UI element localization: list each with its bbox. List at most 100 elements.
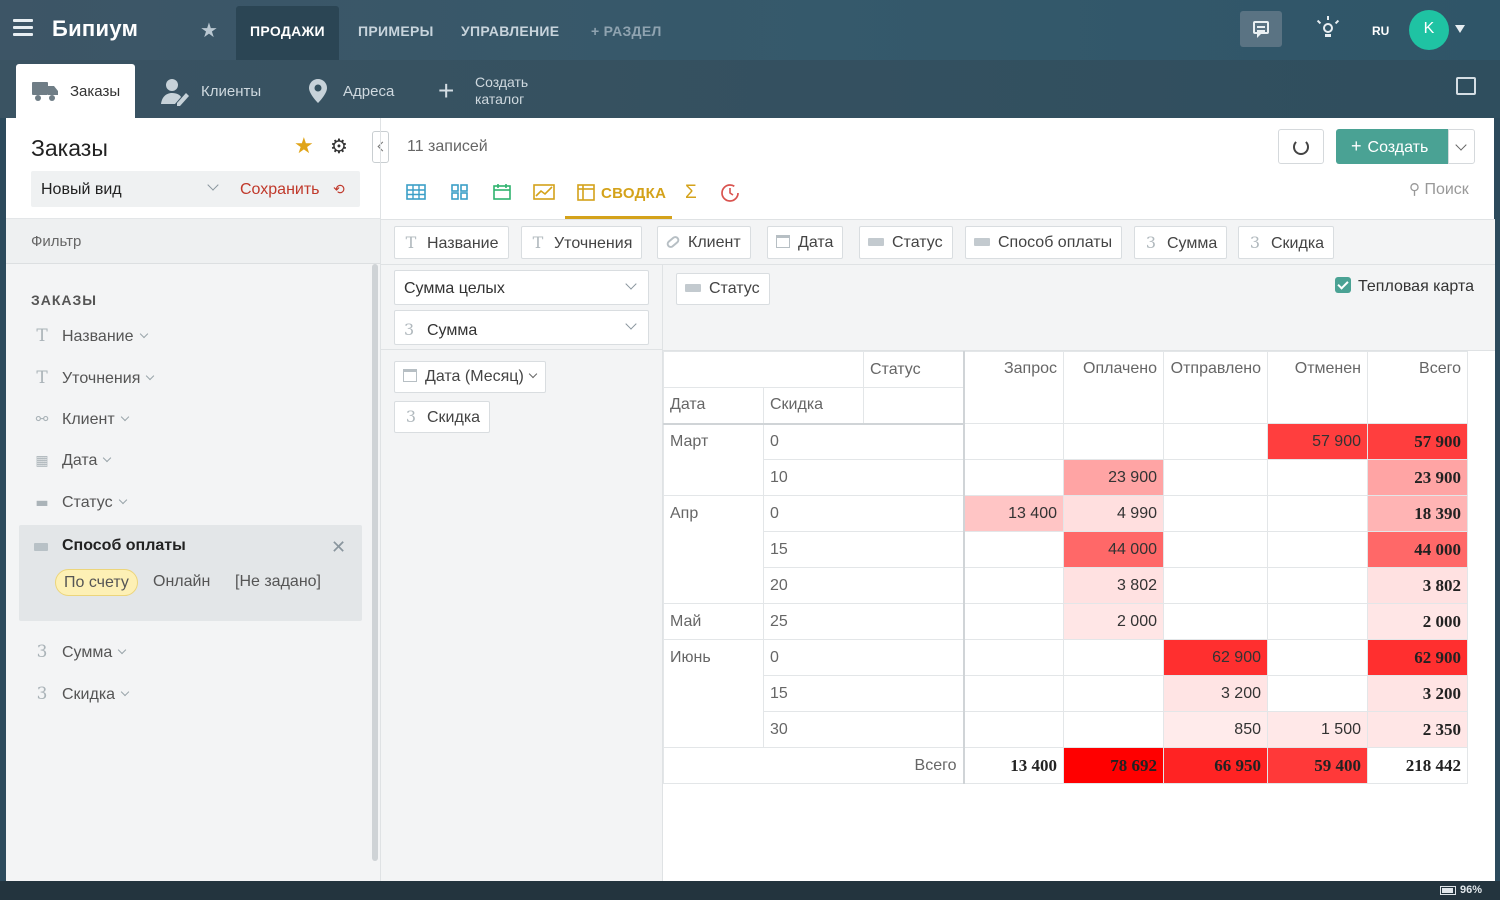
heatmap-checkbox[interactable]: Тепловая карта xyxy=(1335,277,1474,296)
filter-field-details[interactable]: T Уточнения xyxy=(31,368,155,390)
column-field-status[interactable]: Статус xyxy=(676,273,770,305)
column-header: Оплачено xyxy=(1063,351,1164,424)
chevron-down-icon[interactable] xyxy=(1455,25,1465,33)
field-chip-discount[interactable]: 3 Скидка xyxy=(1238,226,1335,259)
row-month-label xyxy=(663,711,764,748)
chevron-down-icon xyxy=(139,329,148,339)
chevron-down-icon[interactable] xyxy=(207,179,219,191)
app-logo[interactable]: Бипиум xyxy=(52,16,139,41)
catalog-tab-addresses[interactable]: Адреса xyxy=(296,64,414,118)
row-total-cell: 62 900 xyxy=(1367,639,1468,676)
row-field-label: Скидка xyxy=(427,409,481,426)
number-type-icon: 3 xyxy=(36,684,48,704)
pivot-value-cell: 4 990 xyxy=(1063,495,1164,532)
refresh-button[interactable] xyxy=(1278,129,1324,164)
aggregation-select[interactable]: Сумма целых xyxy=(394,270,649,305)
filter-field-client[interactable]: ⚯ Клиент xyxy=(31,410,129,432)
row-month-label: Июнь xyxy=(663,639,764,676)
lightbulb-icon[interactable] xyxy=(1315,11,1341,47)
pivot-value-cell: 3 200 xyxy=(1163,675,1268,712)
field-label: Уточнения xyxy=(62,370,141,387)
calendar-icon xyxy=(403,369,417,382)
row-month-label xyxy=(663,567,764,604)
nav-tab-add-section[interactable]: + РАЗДЕЛ xyxy=(591,23,662,39)
catalog-tab-orders[interactable]: Заказы xyxy=(16,64,135,118)
catalog-tab-clients[interactable]: Клиенты xyxy=(148,64,278,118)
language-switch[interactable]: RU xyxy=(1372,24,1390,38)
filter-field-name[interactable]: T Название xyxy=(31,326,148,348)
create-button[interactable]: + Создать xyxy=(1336,129,1448,164)
totals-label: Всего xyxy=(663,747,965,784)
aggregation-value: Сумма целых xyxy=(404,280,505,297)
field-chip-label: Клиент xyxy=(688,234,741,251)
view-selector: Новый вид Сохранить ⟲ xyxy=(31,171,360,207)
chevron-down-icon[interactable] xyxy=(528,369,538,379)
sidebar-scrollbar[interactable] xyxy=(372,264,378,861)
row-discount-label: 0 xyxy=(763,423,965,460)
view-tab-history[interactable] xyxy=(717,173,747,219)
view-name[interactable]: Новый вид xyxy=(41,181,122,198)
row-discount-label: 20 xyxy=(763,567,965,604)
chat-icon[interactable] xyxy=(1240,11,1282,47)
field-chip-status[interactable]: Статус xyxy=(859,226,953,259)
filter-option-invoice[interactable]: По счету xyxy=(55,569,138,596)
filter-field-discount[interactable]: 3 Скидка xyxy=(31,684,130,706)
table-row: Март 0 57 900 57 900 xyxy=(663,423,1468,460)
filter-option-online[interactable]: Онлайн xyxy=(153,573,211,590)
avatar[interactable]: K xyxy=(1409,10,1449,50)
reset-view-icon[interactable]: ⟲ xyxy=(333,181,345,197)
pivot-value-cell xyxy=(1267,459,1368,496)
close-icon[interactable]: ✕ xyxy=(331,537,347,557)
filter-field-sum[interactable]: 3 Сумма xyxy=(31,642,127,664)
chevron-down-icon xyxy=(625,278,637,290)
field-chip-client[interactable]: Клиент xyxy=(657,226,751,259)
nav-tab-management[interactable]: УПРАВЛЕНИЕ xyxy=(461,23,560,39)
view-tab-totals[interactable]: Σ xyxy=(681,173,705,219)
table-row: Июнь 0 62 900 62 900 xyxy=(663,639,1468,676)
field-chip-date[interactable]: Дата xyxy=(767,226,844,259)
catalog-tab-label: Адреса xyxy=(343,83,395,100)
save-view-button[interactable]: Сохранить xyxy=(240,181,320,198)
edit-catalogs-icon[interactable] xyxy=(1456,77,1476,95)
field-chip-name[interactable]: T Название xyxy=(394,226,509,259)
view-tab-cards[interactable] xyxy=(447,173,477,219)
pivot-value-cell xyxy=(963,603,1064,640)
filter-field-date[interactable]: ▦ Дата xyxy=(31,452,112,474)
column-total-cell: 78 692 xyxy=(1063,747,1164,784)
view-tab-calendar[interactable] xyxy=(489,173,519,219)
nav-tab-sales[interactable]: ПРОДАЖИ xyxy=(236,6,339,60)
pivot-value-cell: 23 900 xyxy=(1063,459,1164,496)
view-tab-table[interactable] xyxy=(403,173,433,219)
create-dropdown-button[interactable] xyxy=(1448,129,1475,164)
filter-option-not-set[interactable]: [Не задано] xyxy=(235,573,321,590)
filter-field-status[interactable]: ▬ Статус xyxy=(31,494,127,516)
create-catalog-button[interactable]: + Создать каталог xyxy=(430,64,550,118)
favorites-star-icon[interactable]: ★ xyxy=(200,20,218,42)
view-tab-pivot[interactable]: СВОДКА xyxy=(565,173,672,219)
pivot-value-cell xyxy=(1163,423,1268,460)
sidebar-header: Заказы ★ ⚙ Новый вид Сохранить ⟲ xyxy=(6,118,380,219)
gear-icon[interactable]: ⚙ xyxy=(330,136,348,158)
pivot-value-cell xyxy=(1163,459,1268,496)
pivot-value-cell xyxy=(1163,567,1268,604)
number-type-icon: 3 xyxy=(404,320,415,339)
nav-tab-examples[interactable]: ПРИМЕРЫ xyxy=(358,23,434,39)
row-discount-label: 15 xyxy=(763,675,965,712)
pivot-value-cell: 1 500 xyxy=(1267,711,1368,748)
filter-header[interactable]: Фильтр xyxy=(6,219,380,264)
view-tab-chart[interactable] xyxy=(531,173,561,219)
pivot-value-cell xyxy=(963,711,1064,748)
payment-method-filter: Способ оплаты ✕ По счету Онлайн [Не зада… xyxy=(19,525,362,621)
value-field-select[interactable]: 3 Сумма xyxy=(394,310,649,345)
pivot-value-cell: 13 400 xyxy=(963,495,1064,532)
search-button[interactable]: ⚲ Поиск xyxy=(1409,180,1469,199)
pivot-config-panel: Сумма целых 3 Сумма Дата (Месяц) 3 Скидка xyxy=(381,265,663,881)
row-field-date-month[interactable]: Дата (Месяц) xyxy=(394,361,546,393)
star-icon[interactable]: ★ xyxy=(294,133,314,158)
pivot-header-row: Дата Скидка xyxy=(663,387,1468,425)
field-chip-sum[interactable]: 3 Сумма xyxy=(1134,226,1228,259)
hamburger-menu-icon[interactable] xyxy=(13,19,33,41)
row-field-discount[interactable]: 3 Скидка xyxy=(394,401,491,433)
field-chip-details[interactable]: T Уточнения xyxy=(521,226,643,259)
field-chip-payment-method[interactable]: Способ оплаты xyxy=(965,226,1123,259)
